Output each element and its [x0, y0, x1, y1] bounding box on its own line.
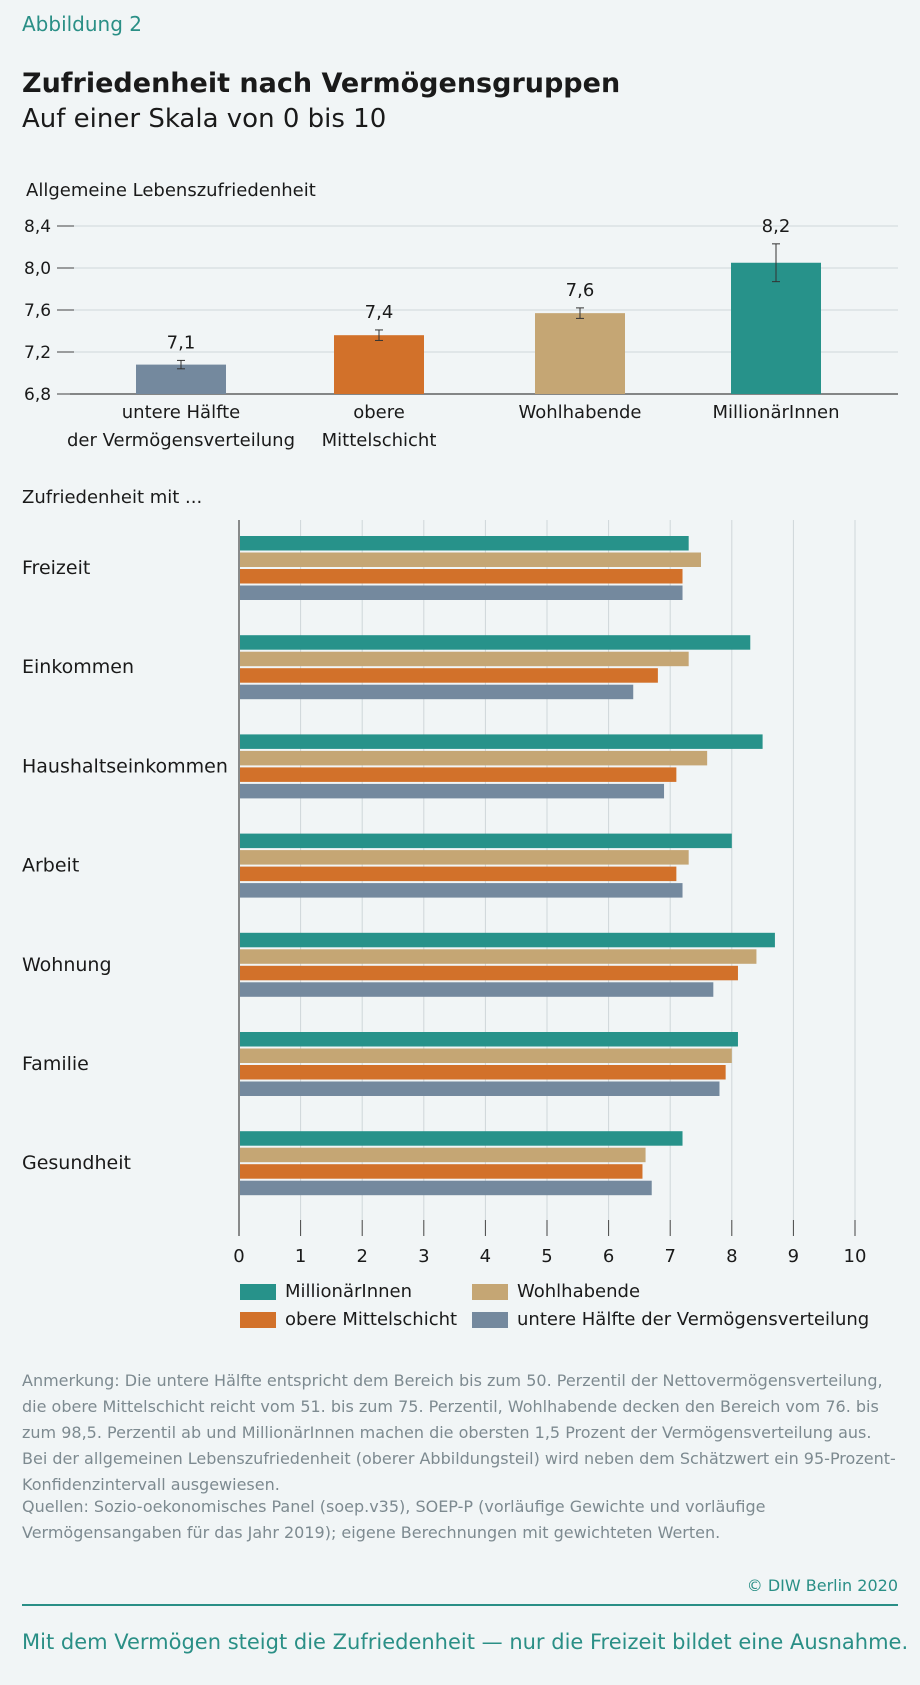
bar	[240, 866, 677, 882]
y-tick-label: 7,6	[24, 301, 51, 321]
chart-title: Zufriedenheit nach Vermögensgruppen	[22, 68, 621, 99]
x-tick-label: obere	[353, 402, 405, 423]
x-tick-label: untere Hälfte	[122, 402, 240, 423]
bar	[240, 949, 757, 964]
bar	[731, 262, 821, 394]
x-tick-label: 5	[541, 1246, 552, 1267]
bar	[240, 536, 689, 551]
headline-text: Mit dem Vermögen steigt die Zufriedenhei…	[22, 1630, 909, 1654]
x-tick-label: 6	[603, 1246, 614, 1267]
x-tick-label: 7	[664, 1246, 675, 1267]
x-tick-label: Mittelschicht	[322, 430, 437, 451]
bar	[240, 932, 775, 948]
x-tick-label: 2	[356, 1246, 367, 1267]
bar	[240, 1048, 732, 1063]
legend-label: Wohlhabende	[517, 1281, 641, 1302]
copyright: © DIW Berlin 2020	[746, 1576, 898, 1595]
bar	[240, 552, 701, 567]
legend-item-lower-half: untere Hälfte der Vermögensverteilung	[472, 1309, 869, 1330]
legend-swatch	[240, 1311, 276, 1328]
legend-item-wealthy: Wohlhabende	[472, 1281, 640, 1302]
bar	[240, 1180, 652, 1196]
note-text: Anmerkung: Die untere Hälfte entspricht …	[22, 1371, 896, 1494]
bar	[240, 585, 683, 600]
bar	[240, 1065, 726, 1080]
bar	[240, 1081, 720, 1096]
category-label: Wohnung	[22, 954, 112, 976]
bar	[240, 965, 738, 981]
bar	[240, 651, 689, 667]
category-label: Freizeit	[22, 557, 90, 579]
x-tick-label: MillionärInnen	[713, 402, 840, 423]
figure-label: Abbildung 2	[22, 12, 143, 36]
category-label: Arbeit	[22, 855, 79, 877]
bottom-chart-title: Zufriedenheit mit ...	[22, 487, 203, 508]
legend-label: obere Mittelschicht	[285, 1309, 458, 1330]
bar	[240, 833, 732, 849]
legend-item-upper-middle: obere Mittelschicht	[240, 1309, 457, 1330]
x-tick-label: 0	[233, 1246, 244, 1267]
x-tick-label: der Vermögensverteilung	[67, 430, 295, 451]
bar	[240, 767, 677, 782]
bar	[535, 313, 625, 394]
bar	[240, 850, 689, 865]
bar	[240, 1164, 643, 1179]
legend-swatch	[472, 1311, 508, 1328]
legend-label: untere Hälfte der Vermögensverteilung	[517, 1309, 870, 1330]
category-label: Familie	[22, 1053, 89, 1075]
bar	[334, 335, 424, 394]
bar	[240, 635, 751, 650]
bar	[136, 364, 226, 394]
chart-subtitle: Auf einer Skala von 0 bis 10	[22, 104, 387, 134]
bar	[240, 982, 714, 997]
top-bar-chart: 6,8 7,2 7,6 8,0 8,4 7,1 untere Hälfte der Vermö…	[24, 216, 898, 451]
y-tick-label: 6,8	[24, 385, 51, 405]
x-tick-label: 9	[788, 1246, 799, 1267]
legend-item-millionaires: MillionärInnen	[240, 1281, 412, 1302]
divider	[22, 1604, 898, 1606]
bar	[240, 883, 683, 898]
bar	[240, 1147, 646, 1163]
x-tick-label: 4	[480, 1246, 491, 1267]
category-label: Einkommen	[22, 656, 134, 678]
x-tick-label: 10	[844, 1246, 867, 1267]
data-label: 8,2	[762, 216, 791, 237]
sources-text: Quellen: Sozio-oekonomisches Panel (soep…	[22, 1497, 766, 1542]
bottom-bar-chart: 0 1 2 3 4 5 6 7 8 9 10 Freizeit Einkommen Haushaltsei…	[22, 520, 867, 1267]
x-tick-label: Wohlhabende	[518, 402, 641, 423]
y-tick-label: 7,2	[24, 343, 51, 363]
legend-swatch	[472, 1283, 508, 1300]
x-tick-label: 8	[726, 1246, 737, 1267]
legend-swatch	[240, 1283, 276, 1300]
legend-label: MillionärInnen	[285, 1281, 412, 1302]
bar	[240, 783, 665, 799]
bar	[240, 668, 658, 683]
x-tick-label: 1	[295, 1246, 306, 1267]
y-tick-label: 8,4	[24, 217, 51, 237]
y-tick-label: 8,0	[24, 259, 51, 279]
category-label: Gesundheit	[22, 1152, 131, 1174]
bar	[240, 684, 634, 700]
bar	[240, 734, 763, 749]
bar	[240, 1032, 738, 1047]
data-label: 7,4	[365, 302, 394, 323]
data-label: 7,1	[167, 332, 196, 353]
bar	[240, 1131, 683, 1146]
bar	[240, 750, 708, 766]
category-label: Haushaltseinkommen	[22, 755, 228, 777]
top-chart-title: Allgemeine Lebenszufriedenheit	[26, 180, 316, 201]
bar	[240, 569, 683, 584]
data-label: 7,6	[566, 280, 595, 301]
x-tick-label: 3	[418, 1246, 429, 1267]
